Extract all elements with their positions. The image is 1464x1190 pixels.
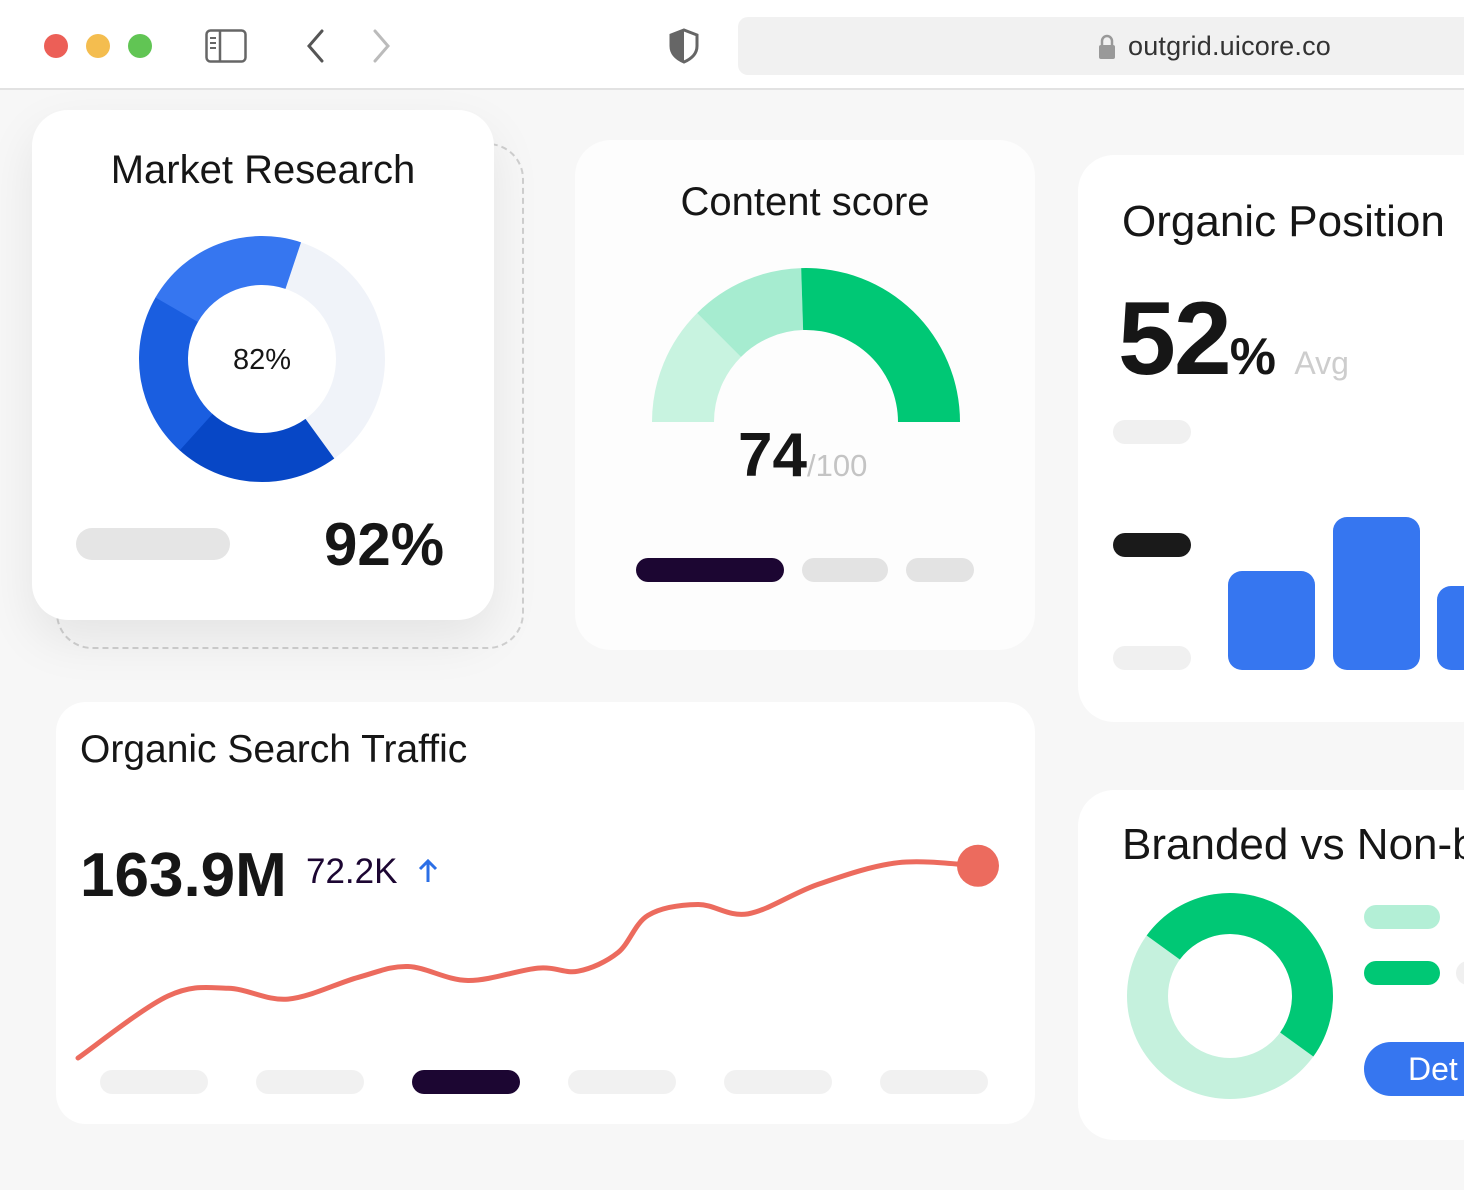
- maximize-window-button[interactable]: [128, 34, 152, 58]
- traffic-delta: 72.2K: [306, 852, 398, 891]
- legend-bar-active: [1113, 533, 1191, 557]
- details-button[interactable]: Det: [1364, 1042, 1464, 1096]
- period-tab[interactable]: [568, 1070, 676, 1094]
- legend-non-branded: [1364, 905, 1440, 929]
- traffic-line-chart: [75, 844, 999, 1061]
- traffic-total: 163.9M: [80, 841, 287, 910]
- gauge-segment-active: [801, 268, 960, 422]
- market-research-donut: [139, 236, 385, 482]
- score-value: 74: [738, 421, 807, 490]
- donut-segment: [178, 413, 335, 482]
- position-bar: [1333, 517, 1420, 670]
- period-tab[interactable]: [880, 1070, 988, 1094]
- placeholder-bar: [1113, 420, 1191, 444]
- gauge-segment: [697, 268, 804, 357]
- placeholder-bar: [76, 528, 230, 560]
- lock-icon: [1099, 34, 1115, 59]
- score-readout: 74/100: [738, 420, 867, 491]
- donut-segment: [139, 296, 213, 451]
- shield-icon[interactable]: [668, 28, 700, 64]
- minimize-window-button[interactable]: [86, 34, 110, 58]
- traffic-line: [75, 859, 981, 1061]
- content-score-card[interactable]: Content score 74/100: [575, 140, 1035, 650]
- organic-traffic-card[interactable]: Organic Search Traffic 163.9M 72.2K: [56, 702, 1035, 1124]
- organic-position-card[interactable]: Organic Position 52% Avg: [1078, 155, 1464, 722]
- tab-indicator-active[interactable]: [636, 558, 784, 582]
- position-unit: %: [1229, 328, 1276, 386]
- card-title: Organic Position: [1122, 197, 1445, 246]
- placeholder-bar: [1113, 646, 1191, 670]
- branded-donut: [1127, 893, 1333, 1099]
- market-research-value: 92%: [324, 511, 445, 578]
- tab-indicator[interactable]: [906, 558, 974, 582]
- donut-segment: [155, 236, 302, 322]
- close-window-button[interactable]: [44, 34, 68, 58]
- branded-card[interactable]: Branded vs Non-b Det: [1078, 790, 1464, 1140]
- content-score-gauge: [652, 268, 960, 422]
- sidebar-toggle-icon[interactable]: [205, 29, 247, 63]
- period-tab[interactable]: [724, 1070, 832, 1094]
- placeholder-bar: [1456, 961, 1464, 985]
- address-bar[interactable]: outgrid.uicore.co: [738, 17, 1464, 75]
- position-bar: [1437, 585, 1464, 670]
- position-value: 52: [1118, 281, 1232, 397]
- legend-branded: [1364, 961, 1440, 985]
- gauge-segment: [652, 313, 741, 422]
- position-readout: 52% Avg: [1118, 280, 1349, 399]
- period-tab-active[interactable]: [412, 1070, 520, 1094]
- card-title: Content score: [680, 180, 930, 224]
- browser-toolbar: outgrid.uicore.co: [0, 0, 1464, 90]
- donut-label: 82%: [232, 344, 292, 376]
- period-tab[interactable]: [256, 1070, 364, 1094]
- forward-chevron-icon[interactable]: [370, 29, 394, 63]
- position-suffix: Avg: [1294, 345, 1349, 381]
- market-research-card[interactable]: Market Research 82% 92%: [32, 110, 494, 620]
- position-bar: [1228, 570, 1315, 670]
- arrow-up-icon: [418, 858, 438, 882]
- card-title: Market Research: [110, 148, 416, 192]
- donut-segment-branded: [1146, 893, 1333, 1057]
- traffic-endpoint: [957, 844, 999, 887]
- card-title: Branded vs Non-b: [1122, 820, 1464, 869]
- url-text: outgrid.uicore.co: [1128, 31, 1332, 61]
- score-max: /100: [806, 448, 868, 483]
- card-title: Organic Search Traffic: [80, 728, 468, 771]
- back-chevron-icon[interactable]: [303, 29, 327, 63]
- tab-indicator[interactable]: [802, 558, 888, 582]
- period-tab[interactable]: [100, 1070, 208, 1094]
